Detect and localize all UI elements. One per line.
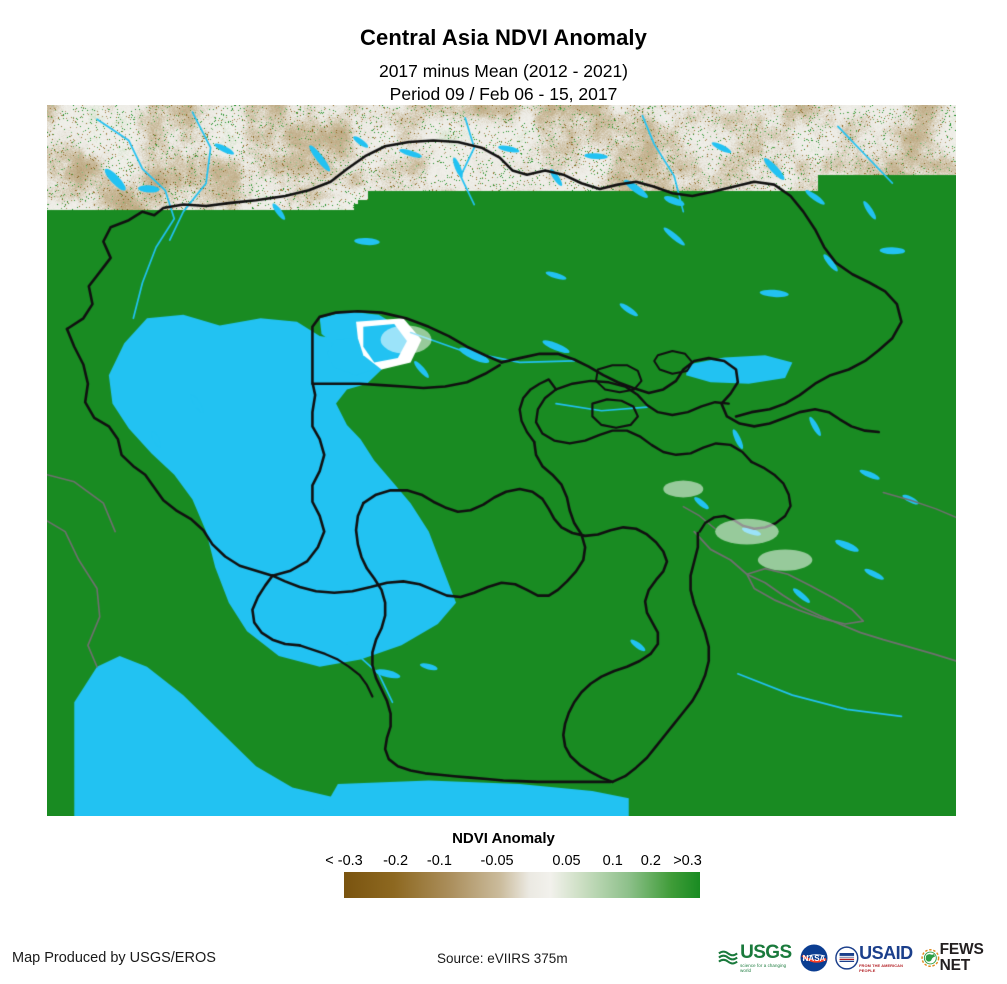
ndvi-anomaly-map-raster[interactable] xyxy=(47,105,956,816)
title-block: Central Asia NDVI Anomaly 2017 minus Mea… xyxy=(0,0,1007,105)
legend-title: NDVI Anomaly xyxy=(452,830,555,847)
legend-tick-6: 0.2 xyxy=(640,853,661,869)
legend-tick-2: -0.1 xyxy=(426,853,452,869)
legend-tick-4: 0.05 xyxy=(552,853,581,869)
usgs-wave-icon xyxy=(718,950,738,965)
map-subtitle-period-dates: Period 09 / Feb 06 - 15, 2017 xyxy=(389,84,618,104)
usaid-wordmark: USAID xyxy=(859,942,913,963)
usaid-seal-icon xyxy=(835,946,859,970)
legend-tick-5: 0.1 xyxy=(602,853,623,869)
fews-net-logo[interactable]: FEWS NET xyxy=(921,942,996,974)
usaid-logo[interactable]: USAID FROM THE AMERICAN PEOPLE xyxy=(835,944,915,973)
legend-tick-row: < -0.3 -0.2 -0.1 -0.05 0.05 0.1 0.2 >0.3 xyxy=(0,853,1007,873)
page-title: Central Asia NDVI Anomaly xyxy=(360,25,647,50)
footer-source: Source: eVIIRS 375m xyxy=(437,951,568,966)
footer-produced-by: Map Produced by USGS/EROS xyxy=(12,950,216,966)
map-subtitle-period-range: 2017 minus Mean (2012 - 2021) xyxy=(378,61,629,81)
svg-text:NASA: NASA xyxy=(803,954,826,963)
agency-logo-strip: USGS science for a changing world NASA U… xyxy=(718,941,996,975)
legend-tick-3: -0.05 xyxy=(480,853,514,869)
legend-tick-0: < -0.3 xyxy=(325,853,363,869)
usgs-tagline: science for a changing world xyxy=(740,963,787,973)
usgs-logo[interactable]: USGS science for a changing world xyxy=(718,943,793,973)
legend-colorbar-gradient xyxy=(344,872,700,898)
legend-tick-1: -0.2 xyxy=(383,853,409,869)
nasa-meatball-icon: NASA xyxy=(800,944,828,972)
legend-tick-7: >0.3 xyxy=(673,853,702,869)
nasa-logo[interactable]: NASA xyxy=(799,943,829,973)
fews-net-wordmark: FEWS NET xyxy=(939,941,984,974)
usaid-tagline: FROM THE AMERICAN PEOPLE xyxy=(859,962,903,973)
usgs-wordmark: USGS xyxy=(740,942,792,963)
map-figure[interactable] xyxy=(47,105,956,816)
fews-globe-icon xyxy=(921,949,940,967)
legend-colorbar xyxy=(344,872,700,898)
